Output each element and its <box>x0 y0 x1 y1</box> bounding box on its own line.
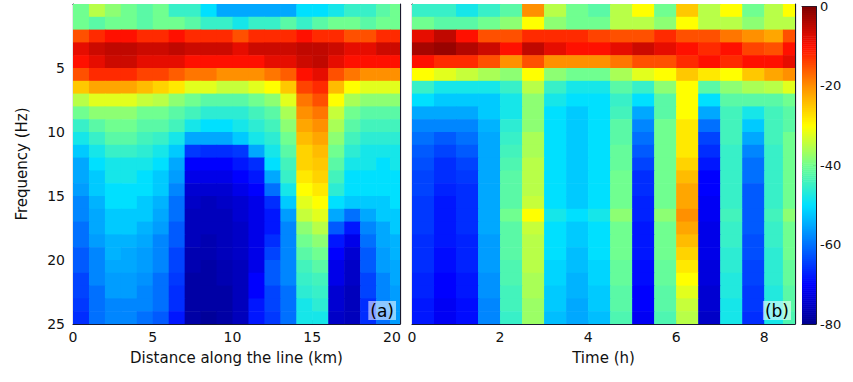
svg-text:15: 15 <box>47 188 65 204</box>
svg-text:5: 5 <box>56 60 65 76</box>
svg-text:-20: -20 <box>820 78 841 93</box>
svg-text:10: 10 <box>47 124 65 140</box>
svg-text:15: 15 <box>303 329 321 345</box>
svg-text:20: 20 <box>47 252 65 268</box>
svg-text:2: 2 <box>496 329 505 345</box>
svg-text:8: 8 <box>760 329 769 345</box>
svg-text:0: 0 <box>820 0 828 14</box>
svg-text:0: 0 <box>69 329 78 345</box>
svg-text:5: 5 <box>148 329 157 345</box>
svg-text:Time (h): Time (h) <box>571 349 635 367</box>
svg-text:-80: -80 <box>820 317 841 332</box>
svg-text:20: 20 <box>383 329 401 345</box>
svg-text:-40: -40 <box>820 158 841 173</box>
svg-text:Distance along the line (km): Distance along the line (km) <box>130 349 343 367</box>
svg-text:4: 4 <box>584 329 593 345</box>
svg-text:6: 6 <box>672 329 681 345</box>
svg-text:10: 10 <box>224 329 242 345</box>
svg-text:(a): (a) <box>370 301 394 321</box>
svg-text:-60: -60 <box>820 237 841 252</box>
svg-text:25: 25 <box>47 316 65 332</box>
svg-text:(b): (b) <box>765 301 789 321</box>
svg-text:Frequency (Hz): Frequency (Hz) <box>13 107 31 220</box>
svg-text:0: 0 <box>408 329 417 345</box>
